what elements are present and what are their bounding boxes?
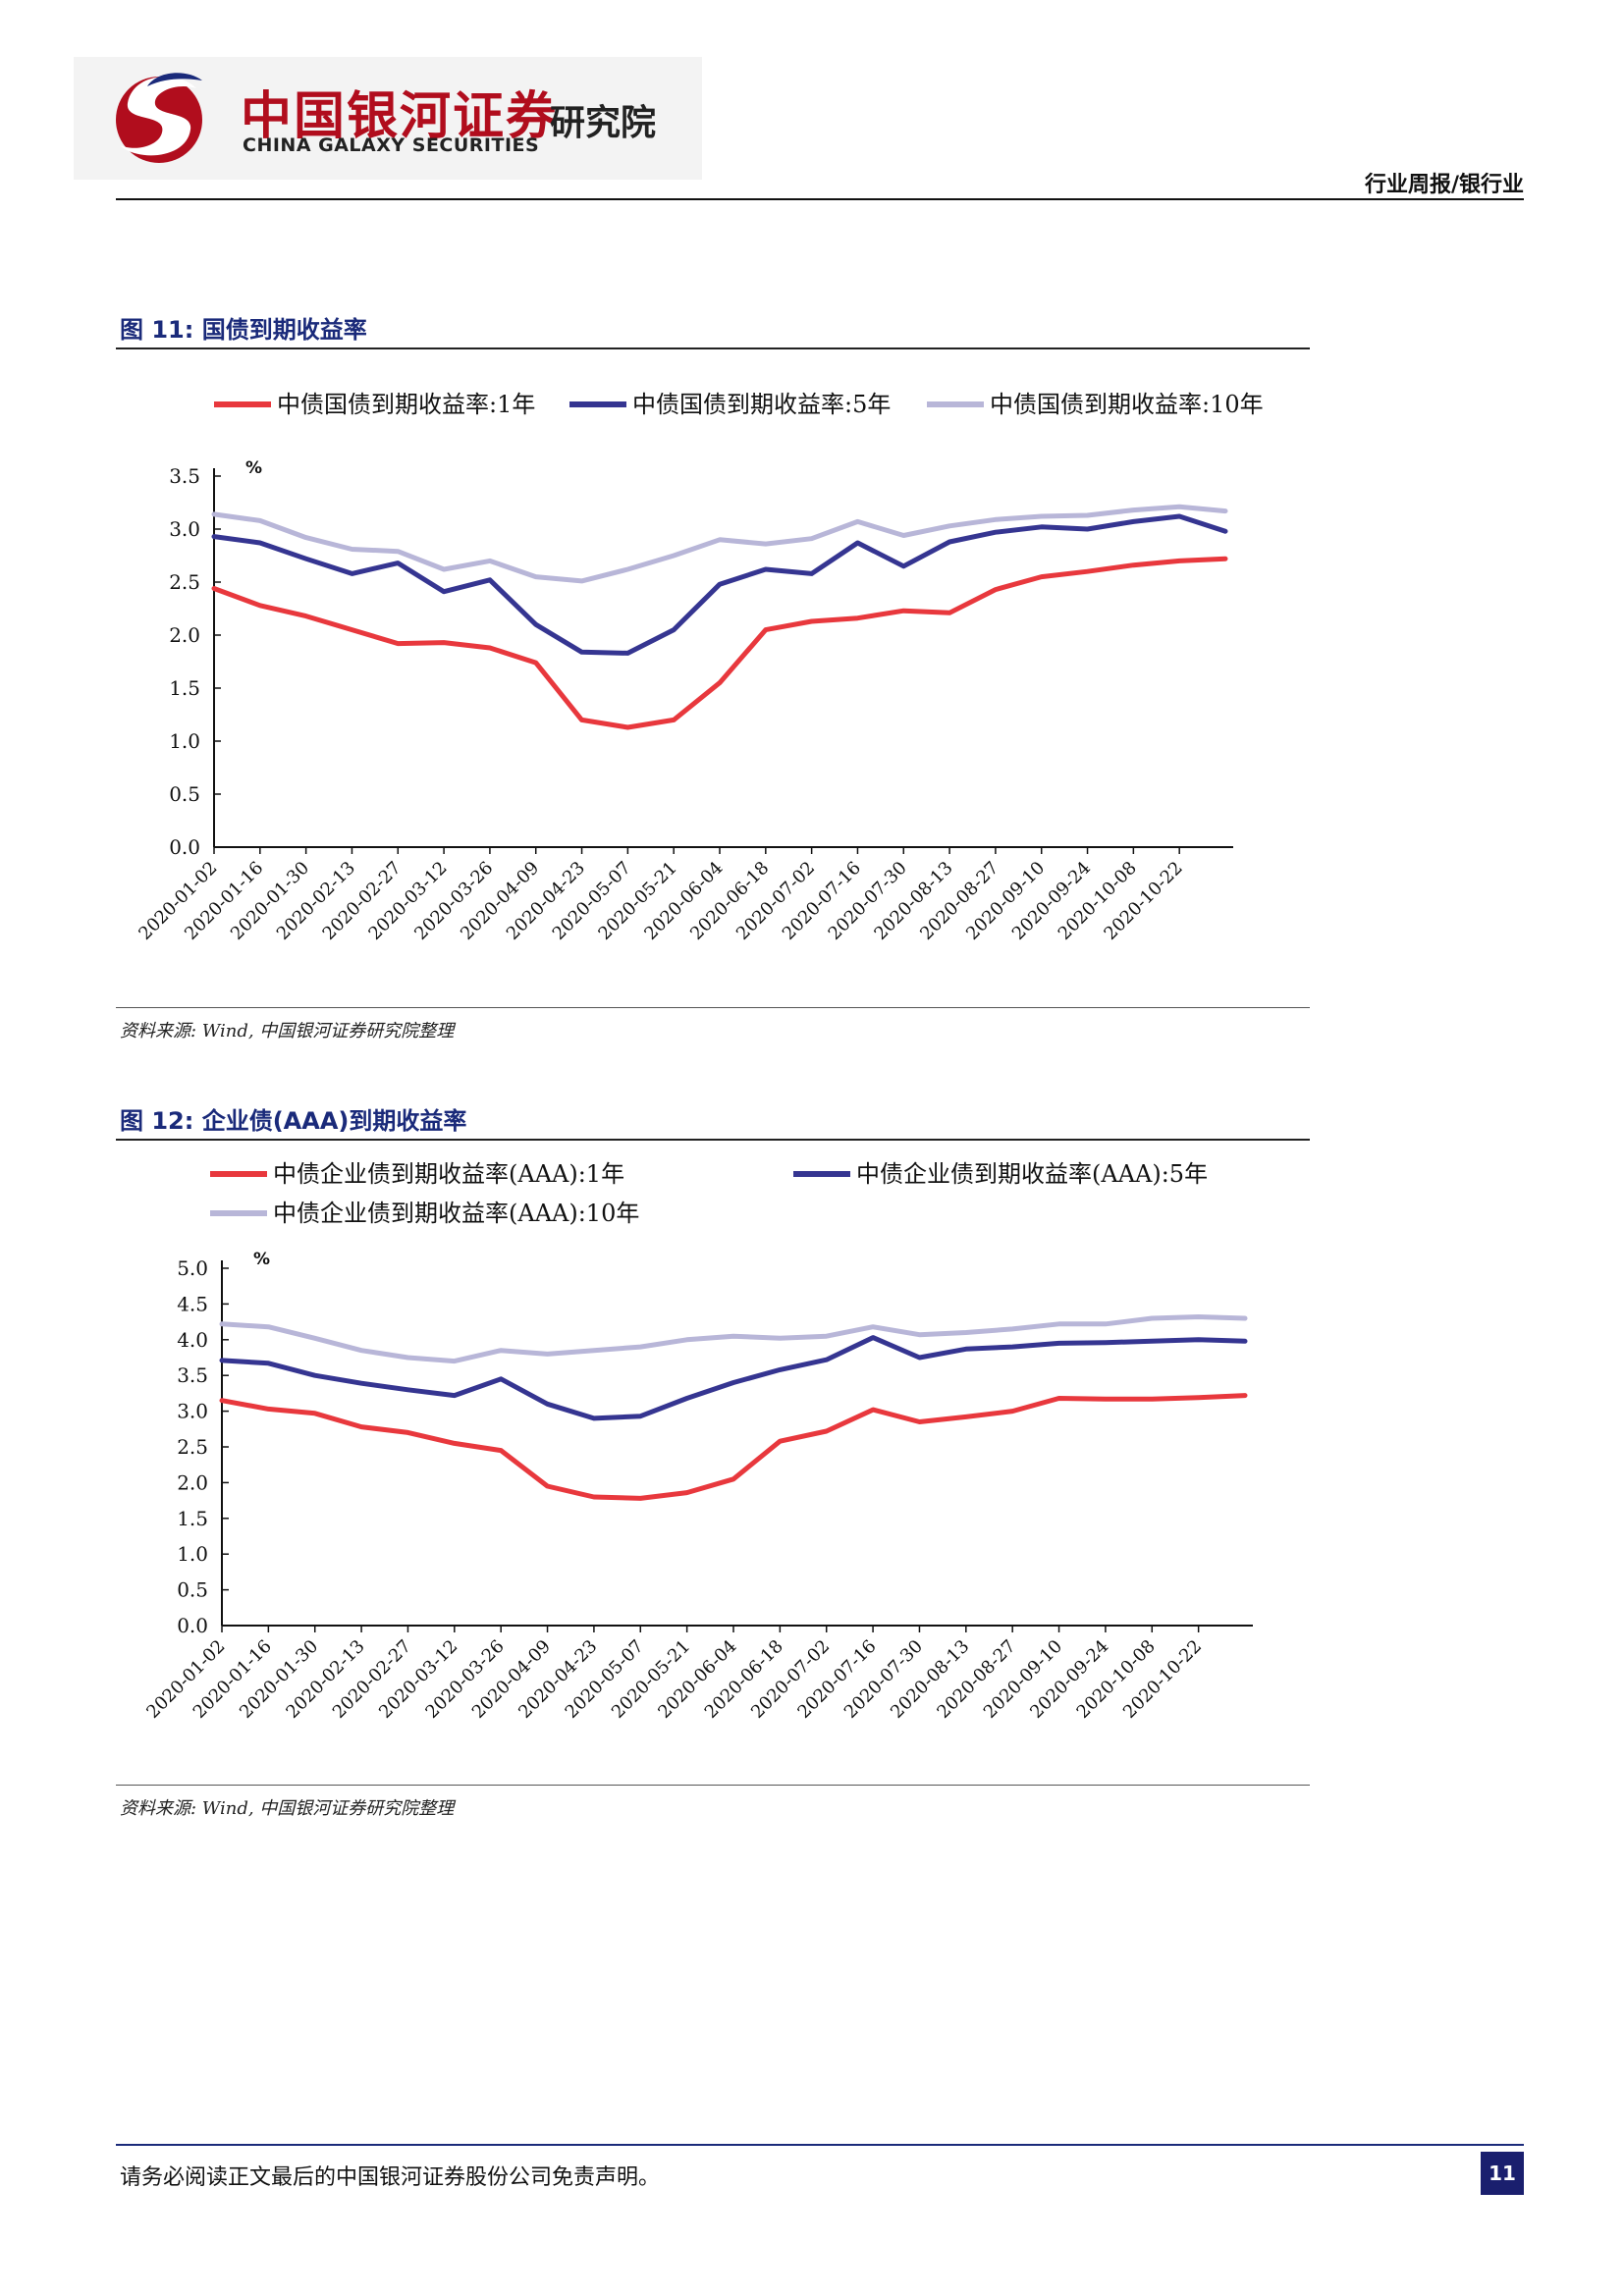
- y-tick-label: 1.5: [177, 1507, 208, 1530]
- figure-12-top-rule: [116, 1139, 1310, 1141]
- y-tick-label: 3.5: [169, 464, 200, 488]
- y-tick-label: 1.0: [169, 729, 200, 753]
- y-tick-label: 2.0: [169, 623, 200, 647]
- y-unit-label: %: [253, 1250, 270, 1269]
- report-category: 行业周报/银行业: [1364, 173, 1524, 197]
- series-line: [219, 1335, 1248, 1421]
- footer-divider: [116, 2144, 1524, 2146]
- y-tick-label: 0.0: [169, 835, 200, 859]
- y-tick-label: 5.0: [177, 1256, 208, 1280]
- series-line: [219, 1314, 1248, 1364]
- figure-12-bottom-rule: [116, 1785, 1310, 1786]
- legend-label: 中债企业债到期收益率(AAA):5年: [856, 1160, 1208, 1188]
- brand-name-en: CHINA GALAXY SECURITIES: [243, 134, 540, 156]
- y-tick-label: 3.0: [169, 517, 200, 541]
- legend-label: 中债企业债到期收益率(AAA):1年: [273, 1160, 624, 1188]
- series-line: [211, 513, 1228, 656]
- brand-institute: 研究院: [550, 103, 657, 143]
- galaxy-logo-icon: [116, 73, 202, 163]
- y-tick-label: 2.0: [177, 1470, 208, 1494]
- y-tick-label: 2.5: [169, 570, 200, 594]
- y-unit-label: %: [245, 458, 262, 478]
- legend-label: 中债国债到期收益率:1年: [277, 391, 535, 418]
- brand-name-cn: 中国银河证券: [241, 87, 560, 146]
- figure-12-title: 图 12: 企业债(AAA)到期收益率: [120, 1107, 467, 1135]
- page-number: 11: [1481, 2152, 1524, 2195]
- series-line: [211, 504, 1228, 584]
- y-tick-label: 3.0: [177, 1400, 208, 1423]
- y-tick-label: 0.5: [169, 782, 200, 806]
- header-divider: [116, 198, 1524, 200]
- figure-11-top-rule: [116, 347, 1310, 349]
- y-tick-label: 3.5: [177, 1363, 208, 1387]
- figure-12-chart: 中债企业债到期收益率(AAA):1年 中债企业债到期收益率(AAA):5年中债企业…: [142, 1160, 1253, 1723]
- series-line: [219, 1393, 1248, 1501]
- disclaimer-text: 请务必阅读正文最后的中国银河证券股份公司免责声明。: [120, 2165, 661, 2190]
- y-tick-label: 0.5: [177, 1578, 208, 1602]
- figure-11-title: 图 11: 国债到期收益率: [120, 316, 367, 344]
- figure-11-chart: 中债国债到期收益率:1年 中债国债到期收益率:5年 中债国债到期收益率:10年% 0.…: [135, 391, 1264, 944]
- y-tick-label: 1.0: [177, 1542, 208, 1566]
- legend-label: 中债企业债到期收益率(AAA):10年: [273, 1200, 639, 1227]
- y-tick-label: 0.0: [177, 1614, 208, 1637]
- y-tick-label: 4.0: [177, 1328, 208, 1352]
- figure-12-source: 资料来源: Wind, 中国银河证券研究院整理: [120, 1798, 455, 1819]
- figure-11-source: 资料来源: Wind, 中国银河证券研究院整理: [120, 1021, 455, 1041]
- figure-11-bottom-rule: [116, 1007, 1310, 1008]
- y-tick-label: 4.5: [177, 1292, 208, 1315]
- y-tick-label: 1.5: [169, 676, 200, 700]
- series-line: [211, 556, 1228, 730]
- y-tick-label: 2.5: [177, 1435, 208, 1459]
- legend-label: 中债国债到期收益率:5年: [632, 391, 891, 418]
- legend-label: 中债国债到期收益率:10年: [990, 391, 1264, 418]
